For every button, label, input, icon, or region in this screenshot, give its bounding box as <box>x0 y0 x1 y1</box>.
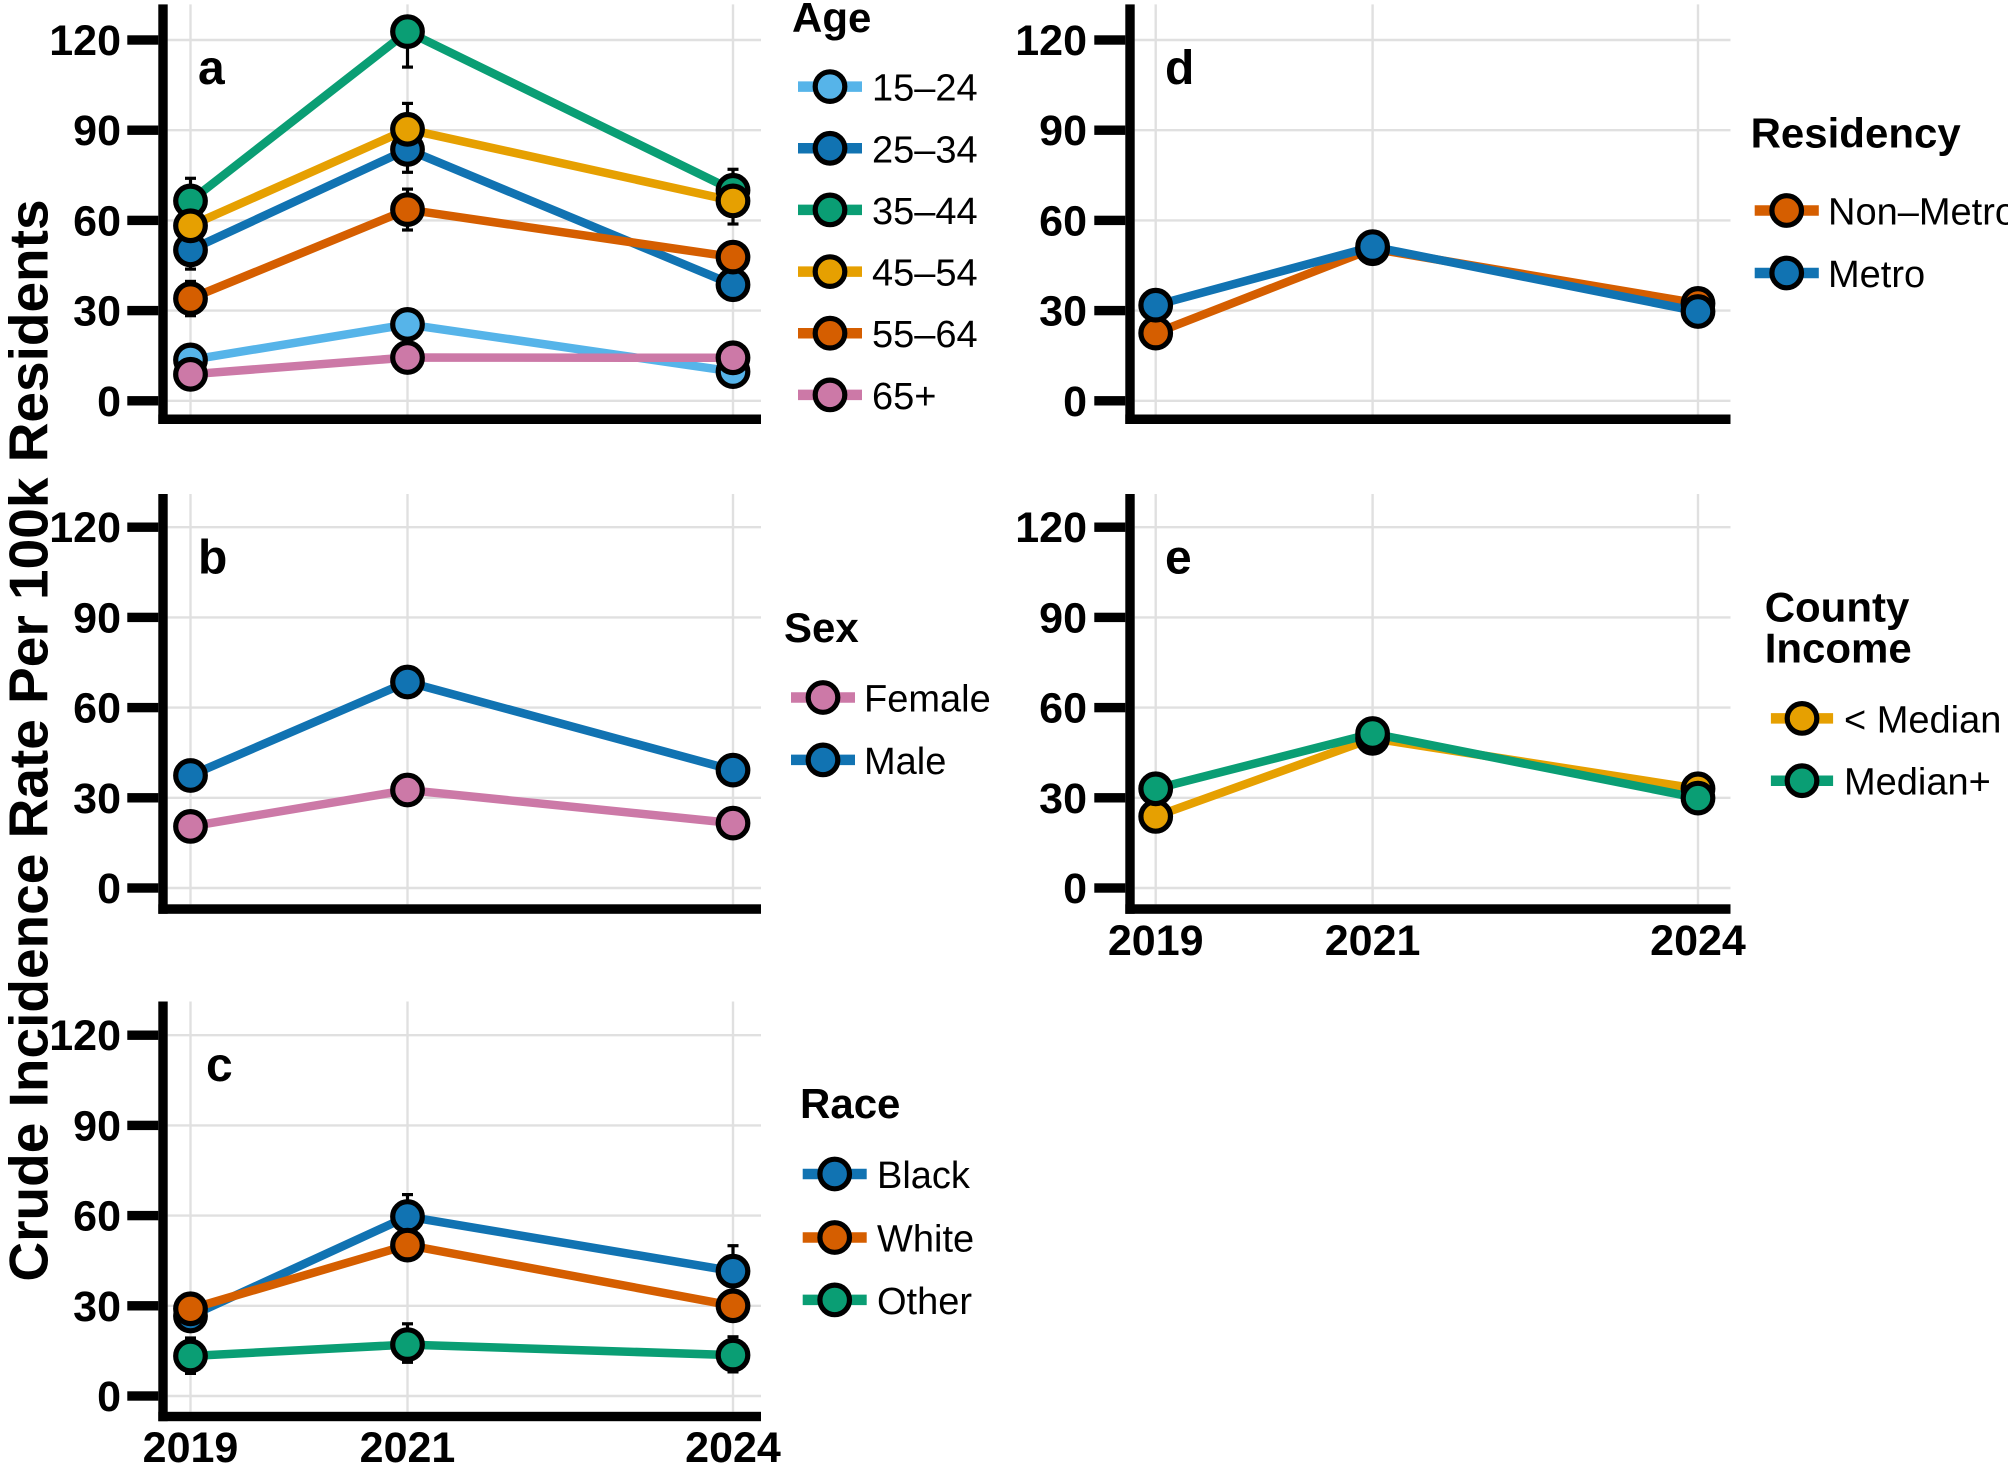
svg-text:e: e <box>1165 532 1192 585</box>
svg-text:120: 120 <box>49 17 121 65</box>
svg-text:Male: Male <box>864 741 946 783</box>
svg-text:90: 90 <box>73 594 121 642</box>
svg-text:25–34: 25–34 <box>872 129 978 171</box>
svg-text:60: 60 <box>73 197 121 245</box>
svg-text:0: 0 <box>97 1373 121 1421</box>
svg-text:2021: 2021 <box>360 1424 456 1463</box>
svg-text:Race: Race <box>800 1080 900 1127</box>
svg-text:120: 120 <box>1015 504 1087 552</box>
svg-text:Black: Black <box>877 1155 971 1197</box>
svg-text:Age: Age <box>792 0 871 41</box>
svg-text:Female: Female <box>864 679 991 721</box>
svg-text:120: 120 <box>49 1012 121 1060</box>
svg-text:c: c <box>206 1039 233 1092</box>
svg-text:60: 60 <box>73 685 121 733</box>
svg-text:90: 90 <box>73 1102 121 1150</box>
svg-text:Sex: Sex <box>784 604 859 651</box>
svg-text:0: 0 <box>1063 865 1087 913</box>
svg-text:2024: 2024 <box>685 1424 781 1463</box>
svg-text:2024: 2024 <box>1650 917 1746 965</box>
svg-text:Non–Metro: Non–Metro <box>1828 192 2008 234</box>
svg-text:30: 30 <box>1039 775 1087 823</box>
svg-text:90: 90 <box>1039 107 1087 155</box>
svg-text:45–54: 45–54 <box>872 253 978 295</box>
svg-text:60: 60 <box>1039 685 1087 733</box>
svg-text:120: 120 <box>1015 17 1087 65</box>
svg-text:2019: 2019 <box>143 1424 239 1463</box>
svg-text:Crude Incidence Rate Per 100k: Crude Incidence Rate Per 100k Residents <box>0 199 60 1281</box>
svg-text:2021: 2021 <box>1325 917 1421 965</box>
svg-text:35–44: 35–44 <box>872 191 978 233</box>
svg-text:b: b <box>198 532 227 585</box>
svg-text:d: d <box>1165 42 1194 95</box>
svg-text:a: a <box>198 42 225 95</box>
svg-text:2019: 2019 <box>1108 917 1204 965</box>
svg-text:< Median: < Median <box>1844 699 2001 741</box>
svg-text:90: 90 <box>1039 594 1087 642</box>
svg-text:Median+: Median+ <box>1844 762 1991 804</box>
svg-text:15–24: 15–24 <box>872 68 978 110</box>
svg-text:120: 120 <box>49 504 121 552</box>
svg-text:0: 0 <box>1063 378 1087 426</box>
svg-text:Metro: Metro <box>1828 254 1925 296</box>
svg-text:Income: Income <box>1765 625 1912 672</box>
svg-text:White: White <box>877 1219 974 1261</box>
svg-text:0: 0 <box>97 865 121 913</box>
svg-text:55–64: 55–64 <box>872 314 978 356</box>
svg-text:30: 30 <box>73 288 121 336</box>
svg-text:30: 30 <box>73 1283 121 1331</box>
svg-text:0: 0 <box>97 378 121 426</box>
svg-text:60: 60 <box>73 1193 121 1241</box>
svg-text:60: 60 <box>1039 197 1087 245</box>
svg-text:65+: 65+ <box>872 376 936 418</box>
svg-text:County: County <box>1765 584 1910 631</box>
svg-text:90: 90 <box>73 107 121 155</box>
svg-text:Other: Other <box>877 1281 972 1323</box>
svg-text:Residency: Residency <box>1751 110 1962 157</box>
svg-text:30: 30 <box>1039 288 1087 336</box>
svg-text:30: 30 <box>73 775 121 823</box>
